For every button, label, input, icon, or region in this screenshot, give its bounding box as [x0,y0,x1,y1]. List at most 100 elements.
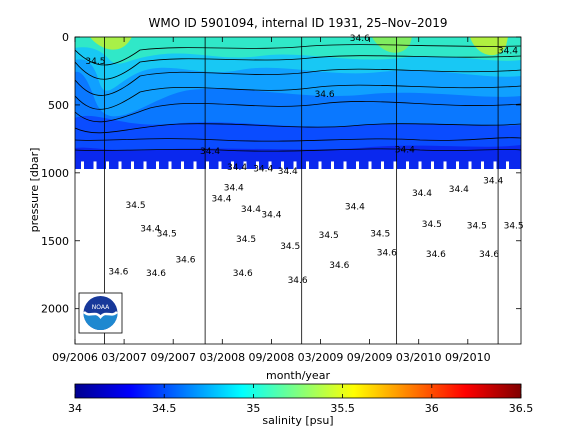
contour-label: 34.6 [377,249,397,259]
profile-gap [368,161,372,171]
x-tick-label: 03/2008 [199,351,245,364]
y-tick-label: 2000 [41,303,69,316]
contour-label: 34.5 [467,222,487,232]
x-tick-label: 09/2008 [249,351,295,364]
profile-gaps [76,161,520,172]
colorbar-tick-label: 36.5 [509,402,534,415]
colorbar-ticks: 34 34.5 35 35.5 36 36.5 [68,384,533,415]
profile-gap [481,161,484,171]
colorbar-tick-label: 35.5 [330,402,355,415]
profile-gap [131,161,134,171]
contour-label: 34.4 [498,46,518,56]
y-axis: 0 500 1000 1500 2000 [41,31,521,316]
profile-gap [306,161,309,171]
profile-gap [331,161,334,171]
contour-label: 34.4 [253,164,273,174]
profile-gap [393,161,397,171]
contour-label: 34.4 [261,211,281,221]
contour-label: 34.6 [350,34,370,44]
contour-label: 34.4 [211,194,231,204]
colorbar-tick-label: 36 [425,402,439,415]
contour-label: 34.6 [108,268,128,278]
contour-label: 34.5 [280,242,300,252]
x-tick-label: 09/2010 [445,351,491,364]
x-tick-label: 03/2010 [396,351,442,364]
contour-label: 34.5 [504,222,524,232]
contour-label-group: 34.434.434.434.434.434.4 34.434.434.434.4… [85,34,523,286]
x-tick-label: 03/2009 [298,351,344,364]
profile-gap [493,161,497,171]
x-tick-label: 09/2009 [347,351,393,364]
contour-label: 34.4 [278,167,298,177]
salinity-field [75,37,521,169]
x-tick-label: 03/2007 [101,351,147,364]
contour-label: 34.4 [241,205,261,215]
contour-label: 34.4 [140,224,160,234]
colorbar [74,383,522,399]
x-axis: 09/2006 03/2007 09/2007 03/2008 09/2008 03/20… [52,37,491,364]
contour-label: 34.6 [146,269,166,279]
y-tick-label: 500 [48,99,69,112]
profile-gap [406,161,409,171]
contour-label: 34.4 [483,177,503,187]
profile-gap [356,161,359,171]
contour-label: 34.6 [479,250,499,260]
contour-label: 34.5 [319,231,339,241]
x-tick-label: 09/2006 [52,351,98,364]
contour-label: 34.4 [227,163,247,173]
noaa-logo: NOAA [78,292,123,334]
x-axis-label: month/year [266,369,330,382]
profile-gap [168,161,172,171]
x-tick-label: 09/2007 [150,351,196,364]
profile-gap [468,161,472,171]
y-tick-label: 1500 [41,235,69,248]
contour-label: 34.5 [370,230,390,240]
y-tick-label: 1000 [41,167,69,180]
contour-label: 34.6 [233,269,253,279]
colorbar-tick-label: 34 [68,402,82,415]
profile-gap [506,161,509,171]
contour-label: 34.6 [315,90,335,100]
profile-gap [106,161,109,171]
field-warm-1 [90,37,132,50]
profile-gap [93,161,97,171]
profile-gap [381,161,384,171]
profile-gap [256,161,259,171]
profile-gap [231,161,234,171]
profile-gap [418,161,422,171]
profile-gap [456,161,459,171]
profile-gap [143,161,147,171]
profile-gap [268,161,272,171]
profile-gap [118,161,122,171]
y-axis-label: pressure [dbar] [28,148,41,233]
profile-gap [81,161,84,171]
colorbar-tick-label: 35 [246,402,260,415]
contour-label: 34.5 [422,220,442,230]
profile-gap [243,161,247,171]
logo-text: NOAA [92,304,110,311]
contour-label: 34.4 [345,203,365,213]
plot-frame [74,36,522,345]
profile-gap [206,161,209,171]
profile-gap [443,161,447,171]
profile-gap [293,161,297,171]
contour-label: 34.5 [236,235,256,245]
profile-gap [343,161,347,171]
contour-label: 34.4 [200,147,220,157]
profile-gap [181,161,184,171]
contour-label: 34.6 [288,276,308,286]
logo-bottom [83,313,118,330]
contour-lines [75,44,521,152]
contour-label: 34.6 [329,261,349,271]
contour-label: 34.4 [224,184,244,194]
contour-label: 34.5 [157,230,177,240]
chart-title: WMO ID 5901094, internal ID 1931, 25–Nov… [149,16,448,30]
contour-label: 34.4 [412,189,432,199]
profile-gap [156,161,159,171]
y-tick-label: 0 [62,31,69,44]
logo-wave [83,311,118,320]
field-edge [76,169,520,172]
contour-label: 34.4 [395,145,415,155]
profile-gap [431,161,434,171]
